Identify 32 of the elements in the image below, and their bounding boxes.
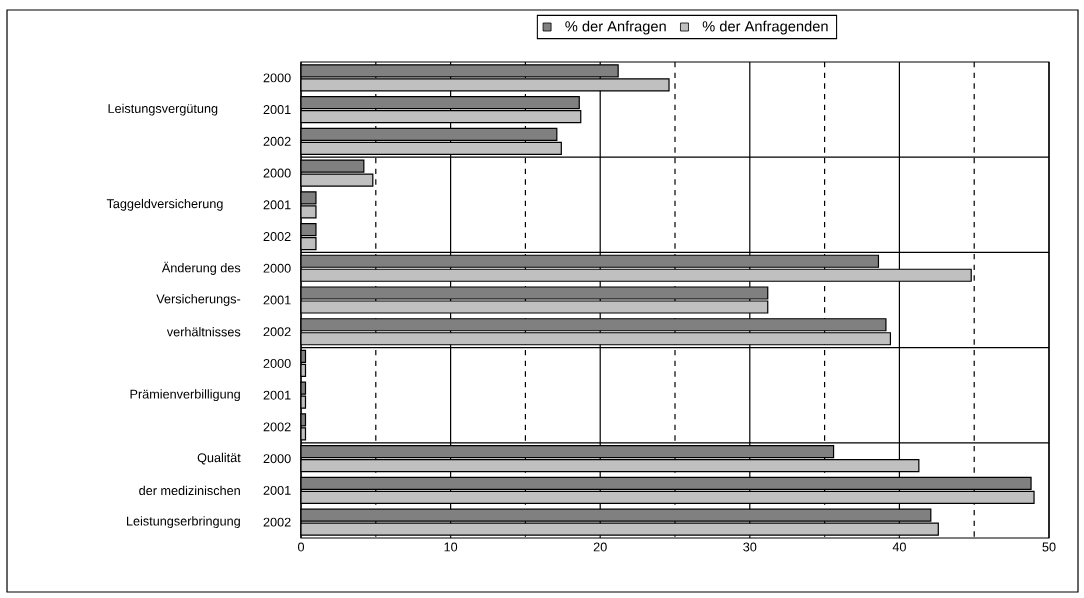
y-tick-label: 2000 <box>263 358 291 368</box>
text: Taggeldversicherung <box>106 198 223 211</box>
y-tick-label: 2001 <box>263 295 291 305</box>
legend-label: % der Anfragen <box>565 20 666 35</box>
x-tick-label: 0 <box>297 542 305 552</box>
x-tick-label: 10 <box>444 542 458 552</box>
y-tick-label: 2002 <box>263 327 291 337</box>
text: Versicherungs- <box>156 294 241 306</box>
x-tick-label: 30 <box>743 542 757 552</box>
y-tick-label: 2001 <box>263 105 291 115</box>
text: Änderung des <box>161 261 241 275</box>
text: Prämienverbilligung <box>130 389 240 402</box>
x-tick-label: 20 <box>593 542 607 552</box>
y-tick-label: 2002 <box>263 517 291 527</box>
text: Leistungserbringung <box>127 516 240 529</box>
y-tick-label: 2001 <box>263 390 291 400</box>
legend-label: % der Anfragenden <box>702 20 828 35</box>
y-tick-label: 2001 <box>263 485 291 495</box>
text: der medizinischen <box>139 485 240 496</box>
y-tick-label: 2001 <box>263 200 291 210</box>
y-tick-label: 2002 <box>263 422 291 432</box>
x-tick-label: 50 <box>1042 542 1056 552</box>
y-tick-label: 2000 <box>263 454 291 464</box>
text: Leistungsvergütung <box>108 103 218 116</box>
y-tick-label: 2002 <box>263 136 291 146</box>
y-tick-label: 2000 <box>263 168 291 178</box>
y-tick-label: 2002 <box>263 232 291 242</box>
x-tick-label: 40 <box>892 542 906 552</box>
y-tick-label: 2000 <box>263 73 291 83</box>
y-tick-label: 2000 <box>263 263 291 273</box>
text: verhältnisses <box>166 327 241 337</box>
text: Qualität <box>197 452 241 465</box>
